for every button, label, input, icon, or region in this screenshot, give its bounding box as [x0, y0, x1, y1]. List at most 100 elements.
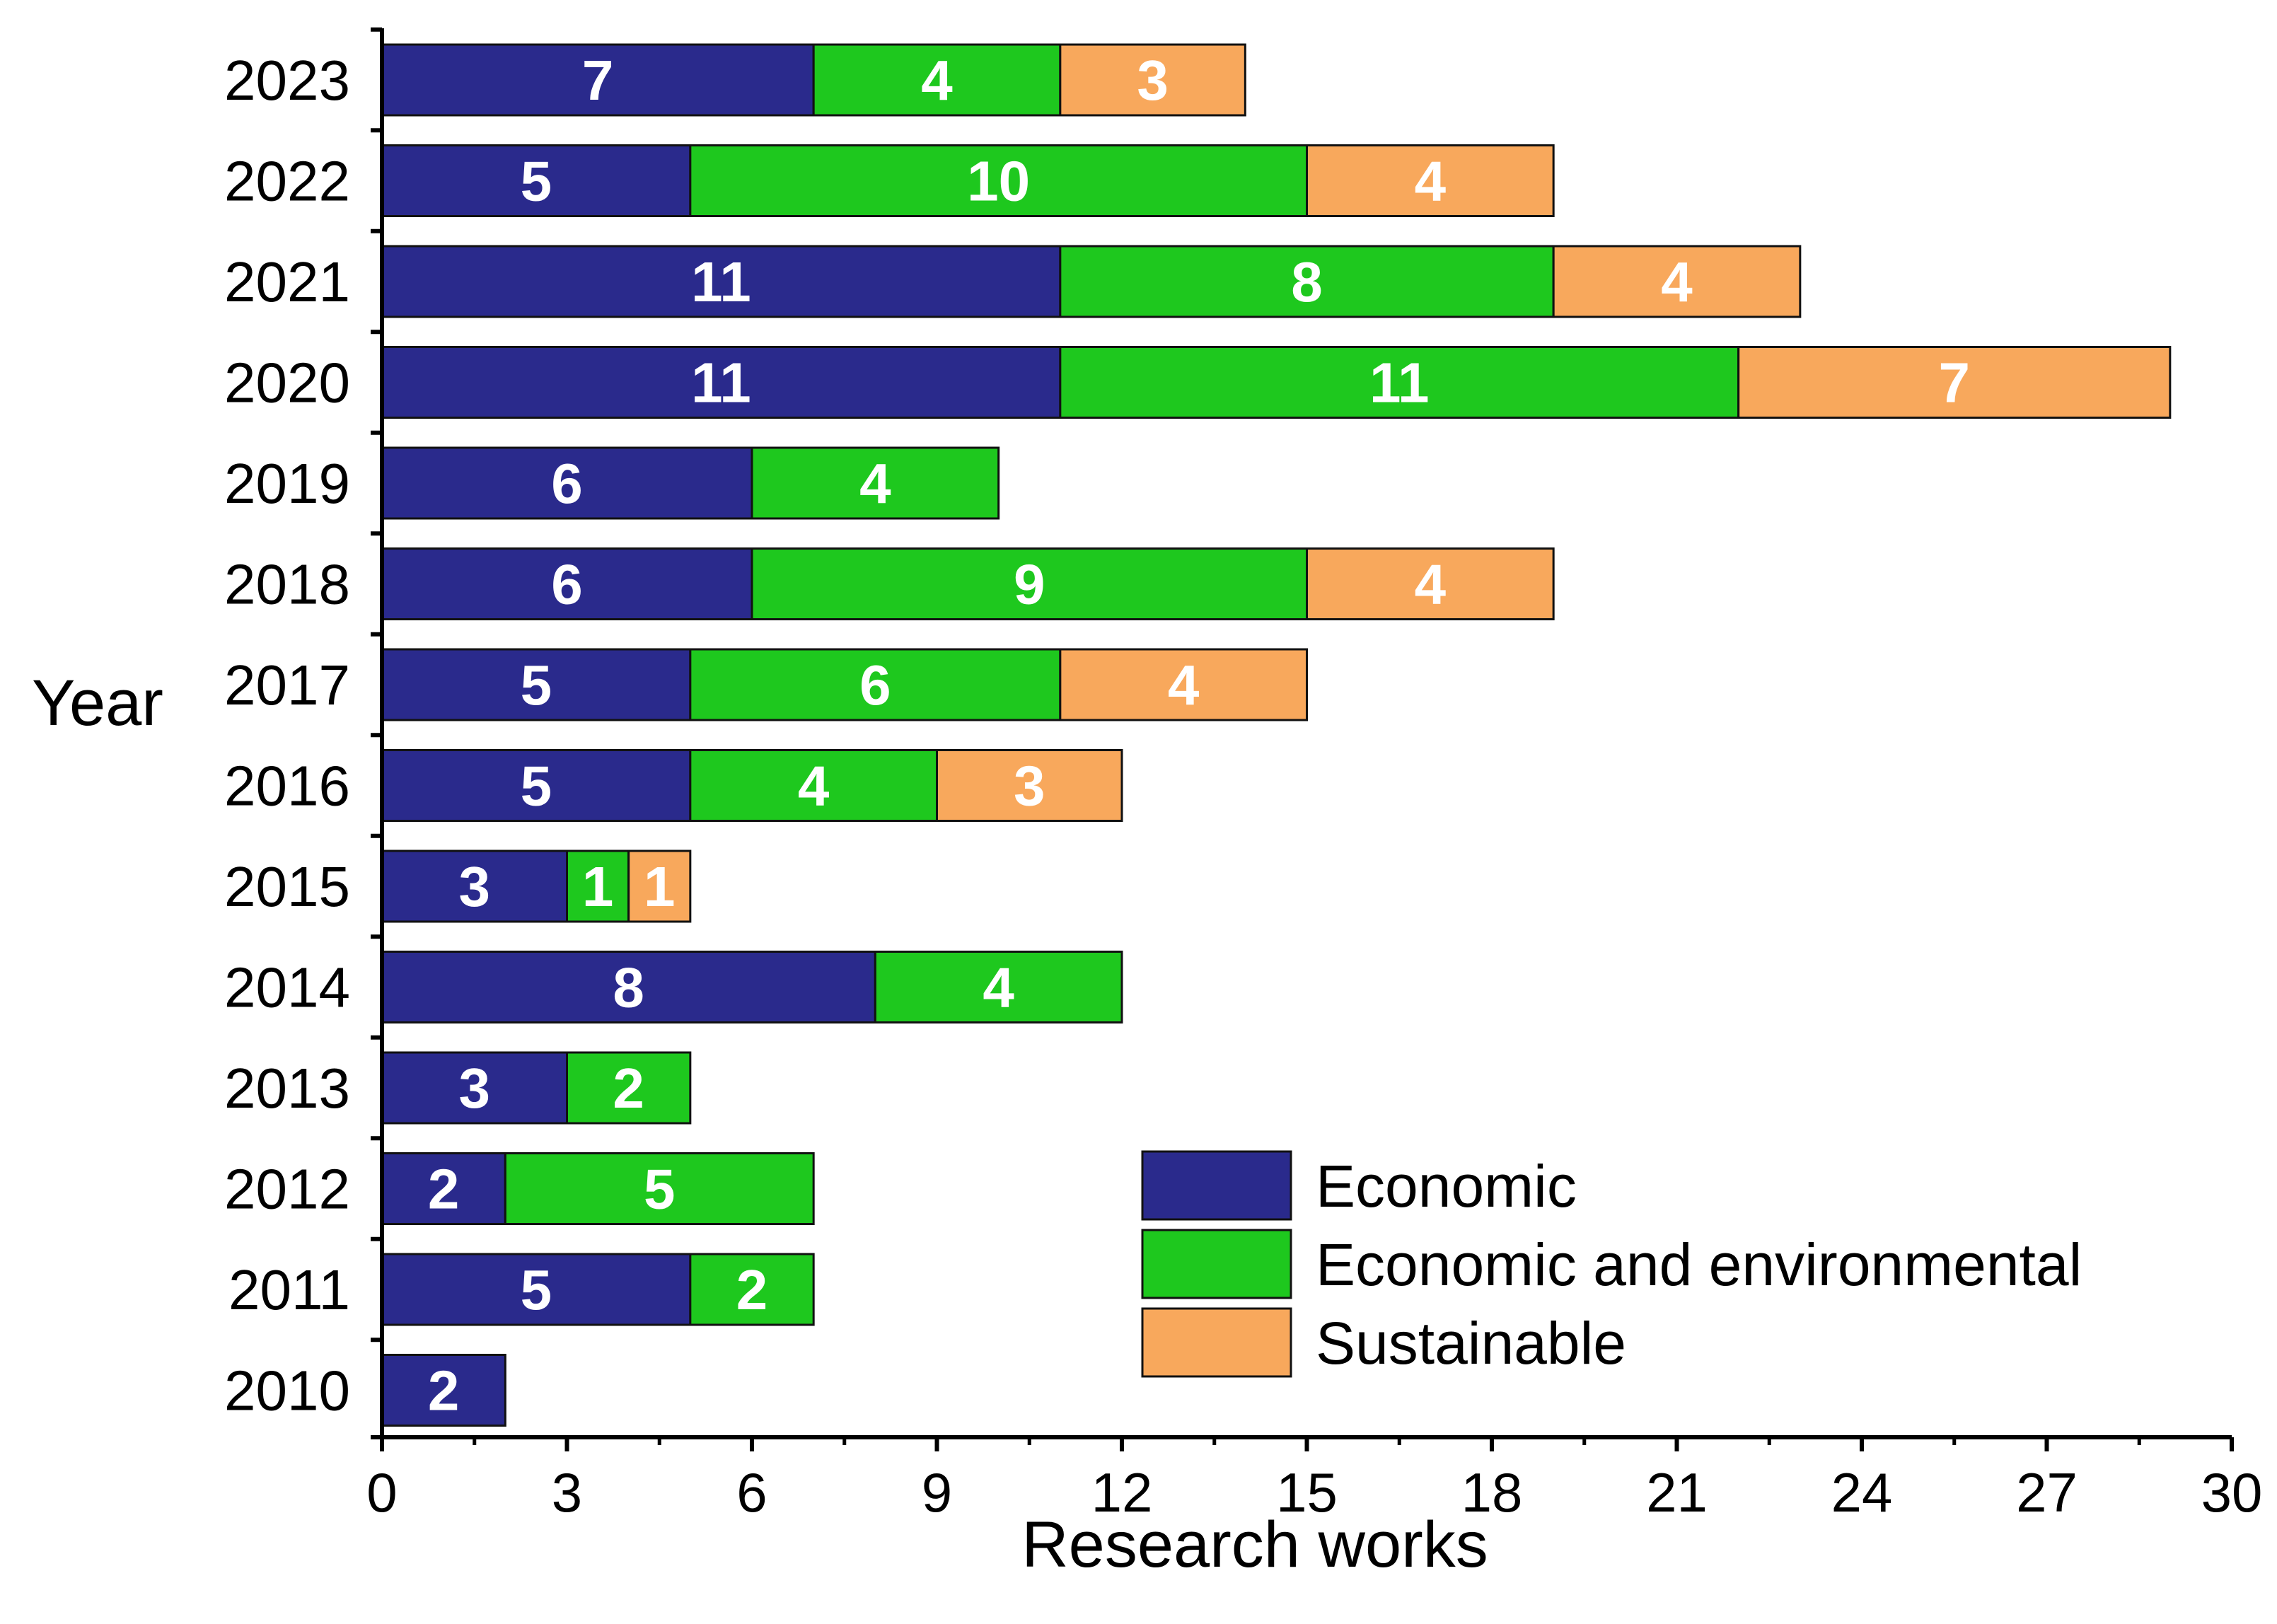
x-tick-label: 12	[1091, 1461, 1153, 1524]
y-tick-label: 2022	[224, 150, 350, 213]
bar-2020-series-2	[1737, 346, 2172, 419]
y-tick-label: 2010	[224, 1359, 350, 1422]
bar-2019-series-0	[381, 446, 753, 520]
bar-value-label: 7	[582, 49, 614, 112]
bar-value-label: 9	[1014, 553, 1045, 616]
bar-2016-series-0	[381, 749, 692, 822]
legend: Economic Economic and environmental Sustai…	[1141, 1150, 2082, 1378]
bar-value-label: 4	[983, 956, 1014, 1019]
x-tick-label: 3	[552, 1461, 582, 1524]
x-tick-label: 27	[2016, 1461, 2078, 1524]
legend-label-2: Sustainable	[1316, 1310, 1626, 1376]
x-tick-label: 9	[922, 1461, 952, 1524]
y-tick-label: 2015	[224, 855, 350, 918]
bar-2011-series-1	[689, 1253, 815, 1326]
x-tick-label: 24	[1831, 1461, 1893, 1524]
x-tick-label: 0	[366, 1461, 397, 1524]
bar-2023-series-0	[381, 43, 815, 117]
x-axis-title: Research works	[1021, 1509, 1488, 1581]
bar-value-label: 1	[582, 855, 614, 918]
bar-value-label: 3	[1014, 755, 1045, 818]
bar-value-label: 5	[521, 755, 552, 818]
bar-value-label: 5	[521, 654, 552, 717]
bar-value-label: 10	[967, 150, 1030, 213]
bar-value-label: 5	[644, 1158, 676, 1221]
bar-2014-series-0	[381, 951, 876, 1023]
bar-2023-series-1	[812, 43, 1062, 117]
legend-label-0: Economic	[1316, 1153, 1577, 1219]
bar-2013-series-0	[381, 1051, 568, 1125]
bar-2021-series-0	[381, 245, 1062, 318]
bar-2020-series-0	[381, 346, 1062, 419]
bar-value-label: 6	[859, 654, 891, 717]
bar-2018-series-2	[1306, 547, 1555, 620]
y-tick-label: 2011	[228, 1258, 350, 1321]
bar-value-label: 3	[459, 1057, 491, 1120]
bar-2015-series-0	[381, 849, 568, 923]
bar-value-label: 4	[859, 452, 891, 515]
bar-value-label: 5	[521, 150, 552, 213]
bar-2010-series-0	[381, 1354, 506, 1427]
bar-2017-series-1	[689, 648, 1062, 721]
bar-2018-series-0	[381, 547, 753, 620]
bar-2012-series-0	[381, 1152, 506, 1225]
bar-value-label: 4	[798, 755, 830, 818]
y-tick-label: 2020	[224, 352, 350, 414]
bar-value-label: 3	[1137, 49, 1169, 112]
bar-2016-series-2	[936, 749, 1123, 822]
bar-value-label: 8	[1291, 250, 1323, 313]
x-tick-label: 15	[1276, 1461, 1338, 1524]
bar-2016-series-1	[689, 749, 938, 822]
y-tick-label: 2016	[224, 755, 350, 818]
legend-swatch-0	[1141, 1150, 1292, 1221]
y-tick-label: 2013	[224, 1057, 350, 1120]
bar-2019-series-1	[751, 446, 1000, 520]
bar-value-label: 4	[1415, 150, 1447, 213]
bar-value-label: 11	[1369, 352, 1430, 414]
y-tick-label: 2018	[224, 553, 350, 616]
bar-value-label: 2	[613, 1057, 644, 1120]
bar-2012-series-1	[504, 1152, 815, 1225]
bar-2017-series-2	[1059, 648, 1309, 721]
bar-value-label: 4	[921, 49, 953, 112]
y-tick-label: 2014	[224, 956, 350, 1019]
bar-value-label: 11	[691, 250, 751, 313]
bar-2011-series-0	[381, 1253, 692, 1326]
bar-2018-series-1	[751, 547, 1308, 620]
bar-2023-series-2	[1059, 43, 1246, 117]
bars-layer: 25 22 53 28 43 1 15 4 35 6 46 9 46 411 11 711 8 45 10 47 4 3	[381, 43, 2172, 1427]
y-tick-label: 2012	[224, 1158, 350, 1221]
legend-label-1: Economic and environmental	[1316, 1231, 2082, 1298]
y-tick-label: 2021	[224, 250, 350, 313]
bar-value-label: 2	[428, 1158, 460, 1221]
bar-2022-series-0	[381, 144, 692, 217]
bar-value-label: 3	[459, 855, 491, 918]
legend-swatch-2	[1141, 1307, 1292, 1378]
y-axis-title: Year	[32, 667, 163, 739]
bar-2015-series-2	[627, 849, 692, 923]
bar-2021-series-1	[1059, 245, 1555, 318]
bar-value-label: 4	[1661, 250, 1693, 313]
bar-2013-series-1	[566, 1051, 692, 1125]
bar-value-label: 8	[613, 956, 644, 1019]
bar-2020-series-1	[1059, 346, 1740, 419]
bar-2022-series-2	[1306, 144, 1555, 217]
bar-value-label: 4	[1415, 553, 1447, 616]
bar-value-label: 11	[691, 352, 751, 414]
x-tick-label: 21	[1646, 1461, 1708, 1524]
bar-value-label: 2	[736, 1258, 768, 1321]
bar-2014-series-1	[874, 951, 1123, 1023]
bar-value-label: 6	[551, 553, 583, 616]
y-tick-label: 2017	[224, 654, 350, 717]
bar-value-label: 1	[644, 855, 676, 918]
x-tick-label: 30	[2201, 1461, 2263, 1524]
bar-2021-series-2	[1552, 245, 1802, 318]
bar-value-label: 5	[521, 1258, 552, 1321]
bar-value-label: 2	[428, 1359, 460, 1422]
axes-layer: 2010201120122013201420152016201720182019…	[224, 27, 2263, 1524]
legend-swatch-1	[1141, 1229, 1292, 1299]
bar-value-label: 4	[1168, 654, 1200, 717]
bar-value-label: 6	[551, 452, 583, 515]
